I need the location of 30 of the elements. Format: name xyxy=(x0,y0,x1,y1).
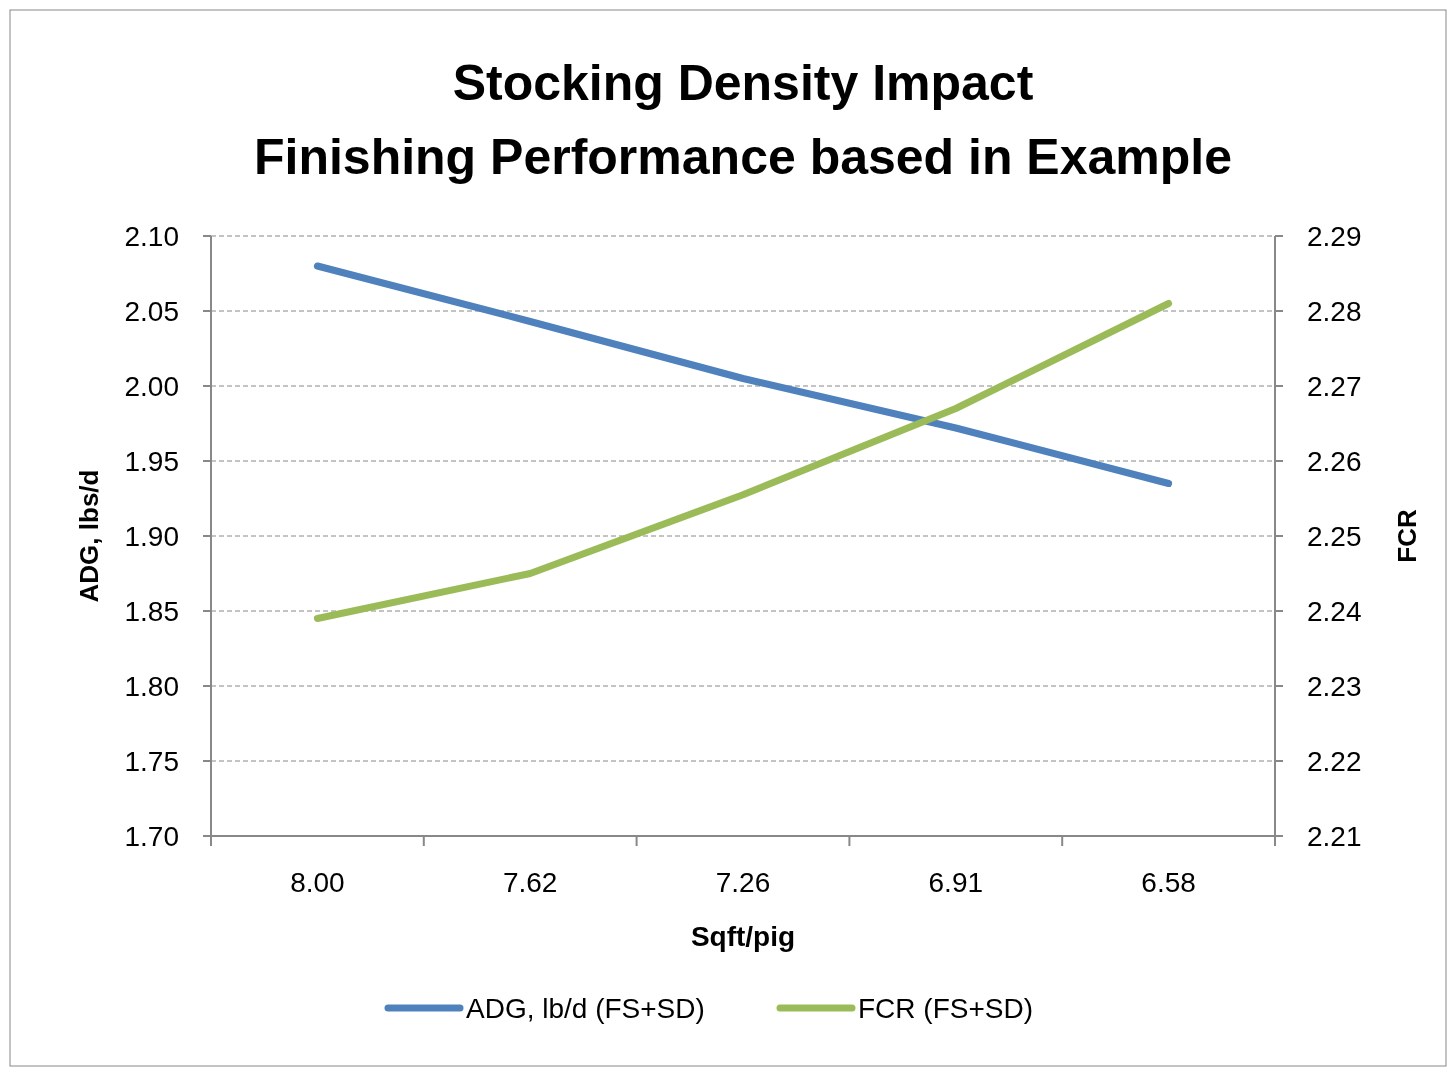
y-tick-label: 1.90 xyxy=(124,520,179,552)
y-tick-label: 1.95 xyxy=(124,445,179,477)
x-tick-label: 6.91 xyxy=(928,867,984,898)
x-tick-label: 7.26 xyxy=(715,867,771,898)
y2-tick-label: 2.25 xyxy=(1307,520,1362,552)
y-tick-label: 1.80 xyxy=(124,670,179,702)
legend-label: FCR (FS+SD) xyxy=(858,992,1033,1024)
y-tick-label: 1.70 xyxy=(124,820,179,852)
y-tick-label: 2.05 xyxy=(124,295,179,327)
y2-tick-label: 2.26 xyxy=(1307,445,1362,477)
y-tick-label: 1.85 xyxy=(124,595,179,627)
y-axis-title: ADG, lbs/d xyxy=(74,469,104,603)
y2-tick-label: 2.23 xyxy=(1307,670,1362,702)
y2-axis-title: FCR xyxy=(1392,509,1422,563)
y-tick-label: 2.10 xyxy=(124,220,179,252)
chart-title: Stocking Density Impact xyxy=(452,55,1034,111)
y2-tick-label: 2.22 xyxy=(1307,745,1362,777)
x-axis-title: Sqft/pig xyxy=(690,921,796,952)
y2-tick-label: 2.24 xyxy=(1307,595,1362,627)
x-tick-label: 7.62 xyxy=(502,867,558,898)
x-tick-label: 8.00 xyxy=(290,867,345,898)
chart-subtitle: Finishing Performance based in Example xyxy=(253,129,1233,185)
y-tick-label: 1.75 xyxy=(124,745,179,777)
y2-tick-label: 2.29 xyxy=(1307,220,1362,252)
y2-tick-label: 2.28 xyxy=(1307,295,1362,327)
y-tick-label: 2.00 xyxy=(124,370,179,402)
legend-label: ADG, lb/d (FS+SD) xyxy=(466,992,705,1024)
y2-tick-label: 2.21 xyxy=(1307,820,1362,852)
y2-tick-label: 2.27 xyxy=(1307,370,1362,402)
x-tick-label: 6.58 xyxy=(1141,867,1196,898)
